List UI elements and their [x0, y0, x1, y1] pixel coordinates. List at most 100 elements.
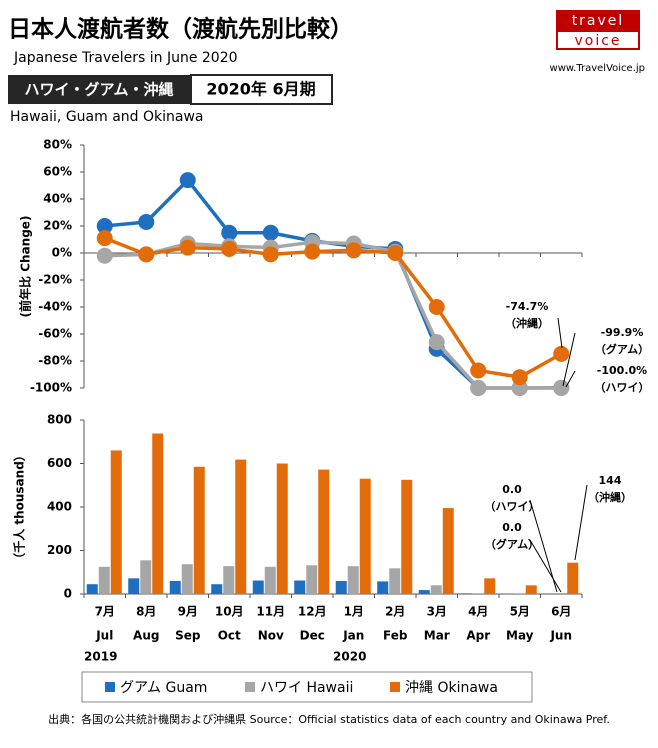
- y-tick-label: 0%: [52, 246, 72, 260]
- caption: Hawaii, Guam and Okinawa: [10, 109, 204, 125]
- bar: [443, 508, 454, 594]
- x-tick-label: 5月: [510, 605, 530, 619]
- point: [429, 299, 445, 315]
- bar: [265, 567, 276, 594]
- year-label: 2019: [84, 650, 117, 664]
- y-tick-label: 800: [47, 413, 72, 427]
- bar: [182, 564, 193, 594]
- badge-left: ハワイ・グアム・沖縄: [25, 81, 174, 99]
- y-tick-label: 20%: [43, 219, 72, 233]
- bar: [170, 581, 181, 594]
- bar: [336, 581, 347, 594]
- y-axis-label: （千人 thousand）: [12, 449, 27, 565]
- bar: [211, 584, 222, 594]
- bar: [567, 563, 578, 594]
- bar: [111, 450, 122, 594]
- point: [97, 230, 113, 246]
- legend-swatch: [245, 682, 255, 692]
- badge-right: 2020年 6月期: [206, 80, 315, 99]
- series-line: [105, 238, 562, 377]
- data-label: -99.9%: [601, 326, 644, 339]
- data-label: 0.0: [502, 521, 522, 534]
- x-tick-label-en: Apr: [466, 629, 490, 643]
- year-label: 2020: [333, 650, 366, 664]
- data-label-note: （グアム）: [595, 342, 649, 356]
- x-tick-label: 9月: [178, 605, 198, 619]
- bar: [253, 581, 264, 594]
- legend-label: グアム Guam: [120, 680, 207, 696]
- x-tick-label: 8月: [136, 605, 156, 619]
- x-tick-label-en: Aug: [133, 629, 159, 643]
- bar: [294, 581, 305, 594]
- y-tick-label: -60%: [38, 327, 72, 341]
- title: 日本人渡航者数（渡航先別比較）: [8, 16, 353, 43]
- point: [263, 246, 279, 262]
- bar: [235, 460, 246, 594]
- leader-line: [530, 540, 561, 592]
- bar: [389, 568, 400, 594]
- point: [553, 380, 569, 396]
- data-label-note: （グアム）: [485, 537, 539, 551]
- series-line: [105, 242, 562, 388]
- bar: [152, 433, 163, 594]
- bar: [401, 480, 412, 594]
- x-tick-label: 2月: [385, 605, 405, 619]
- point: [97, 248, 113, 264]
- bar: [128, 578, 139, 594]
- bar: [460, 593, 471, 594]
- point: [221, 241, 237, 257]
- leader-line: [566, 371, 575, 387]
- point: [138, 214, 154, 230]
- data-label: -100.0%: [597, 364, 647, 377]
- y-tick-label: 400: [47, 500, 72, 514]
- bar: [306, 565, 317, 594]
- point: [138, 246, 154, 262]
- x-tick-label-en: Mar: [424, 629, 450, 643]
- x-tick-label-en: Feb: [383, 629, 408, 643]
- subtitle: Japanese Travelers in June 2020: [13, 50, 238, 66]
- data-label: -74.7%: [506, 300, 549, 313]
- point: [180, 172, 196, 188]
- x-tick-label-en: Sep: [175, 629, 201, 643]
- data-label-note: （沖縄）: [588, 490, 632, 504]
- bar: [223, 566, 234, 594]
- x-tick-label: 11月: [256, 605, 285, 619]
- data-label-note: （沖縄）: [505, 316, 549, 330]
- url: www.TravelVoice.jp: [550, 63, 645, 74]
- x-tick-label-en: Oct: [218, 629, 241, 643]
- bar: [360, 479, 371, 594]
- leader-line: [558, 318, 562, 348]
- data-label: 0.0: [502, 483, 522, 496]
- bar: [140, 560, 151, 594]
- x-tick-label: 3月: [427, 605, 447, 619]
- point: [387, 245, 403, 261]
- leader-line: [575, 485, 587, 560]
- bar: [377, 581, 388, 594]
- x-tick-label: 7月: [95, 605, 115, 619]
- bar: [419, 590, 430, 594]
- data-label: 144: [599, 474, 622, 487]
- legend-label: ハワイ Hawaii: [260, 680, 353, 696]
- x-tick-label-en: Jun: [549, 629, 572, 643]
- point: [429, 334, 445, 350]
- y-tick-label: -100%: [30, 381, 72, 395]
- x-tick-label: 6月: [551, 605, 571, 619]
- x-tick-label-en: Nov: [258, 629, 284, 643]
- y-tick-label: 60%: [43, 165, 72, 179]
- x-tick-label: 1月: [344, 605, 364, 619]
- point: [263, 225, 279, 241]
- y-axis-label: (前年比 Change): [18, 216, 33, 318]
- point: [180, 240, 196, 256]
- y-tick-label: 40%: [43, 192, 72, 206]
- bar: [318, 470, 329, 594]
- x-tick-label: 4月: [468, 605, 488, 619]
- x-tick-label-en: Jul: [95, 629, 113, 643]
- series-line: [105, 180, 562, 388]
- y-tick-label: 0: [64, 587, 72, 601]
- point: [512, 369, 528, 385]
- bar: [277, 464, 288, 595]
- x-tick-label-en: May: [506, 629, 534, 643]
- point: [470, 362, 486, 378]
- logo-bottom: voice: [574, 33, 621, 49]
